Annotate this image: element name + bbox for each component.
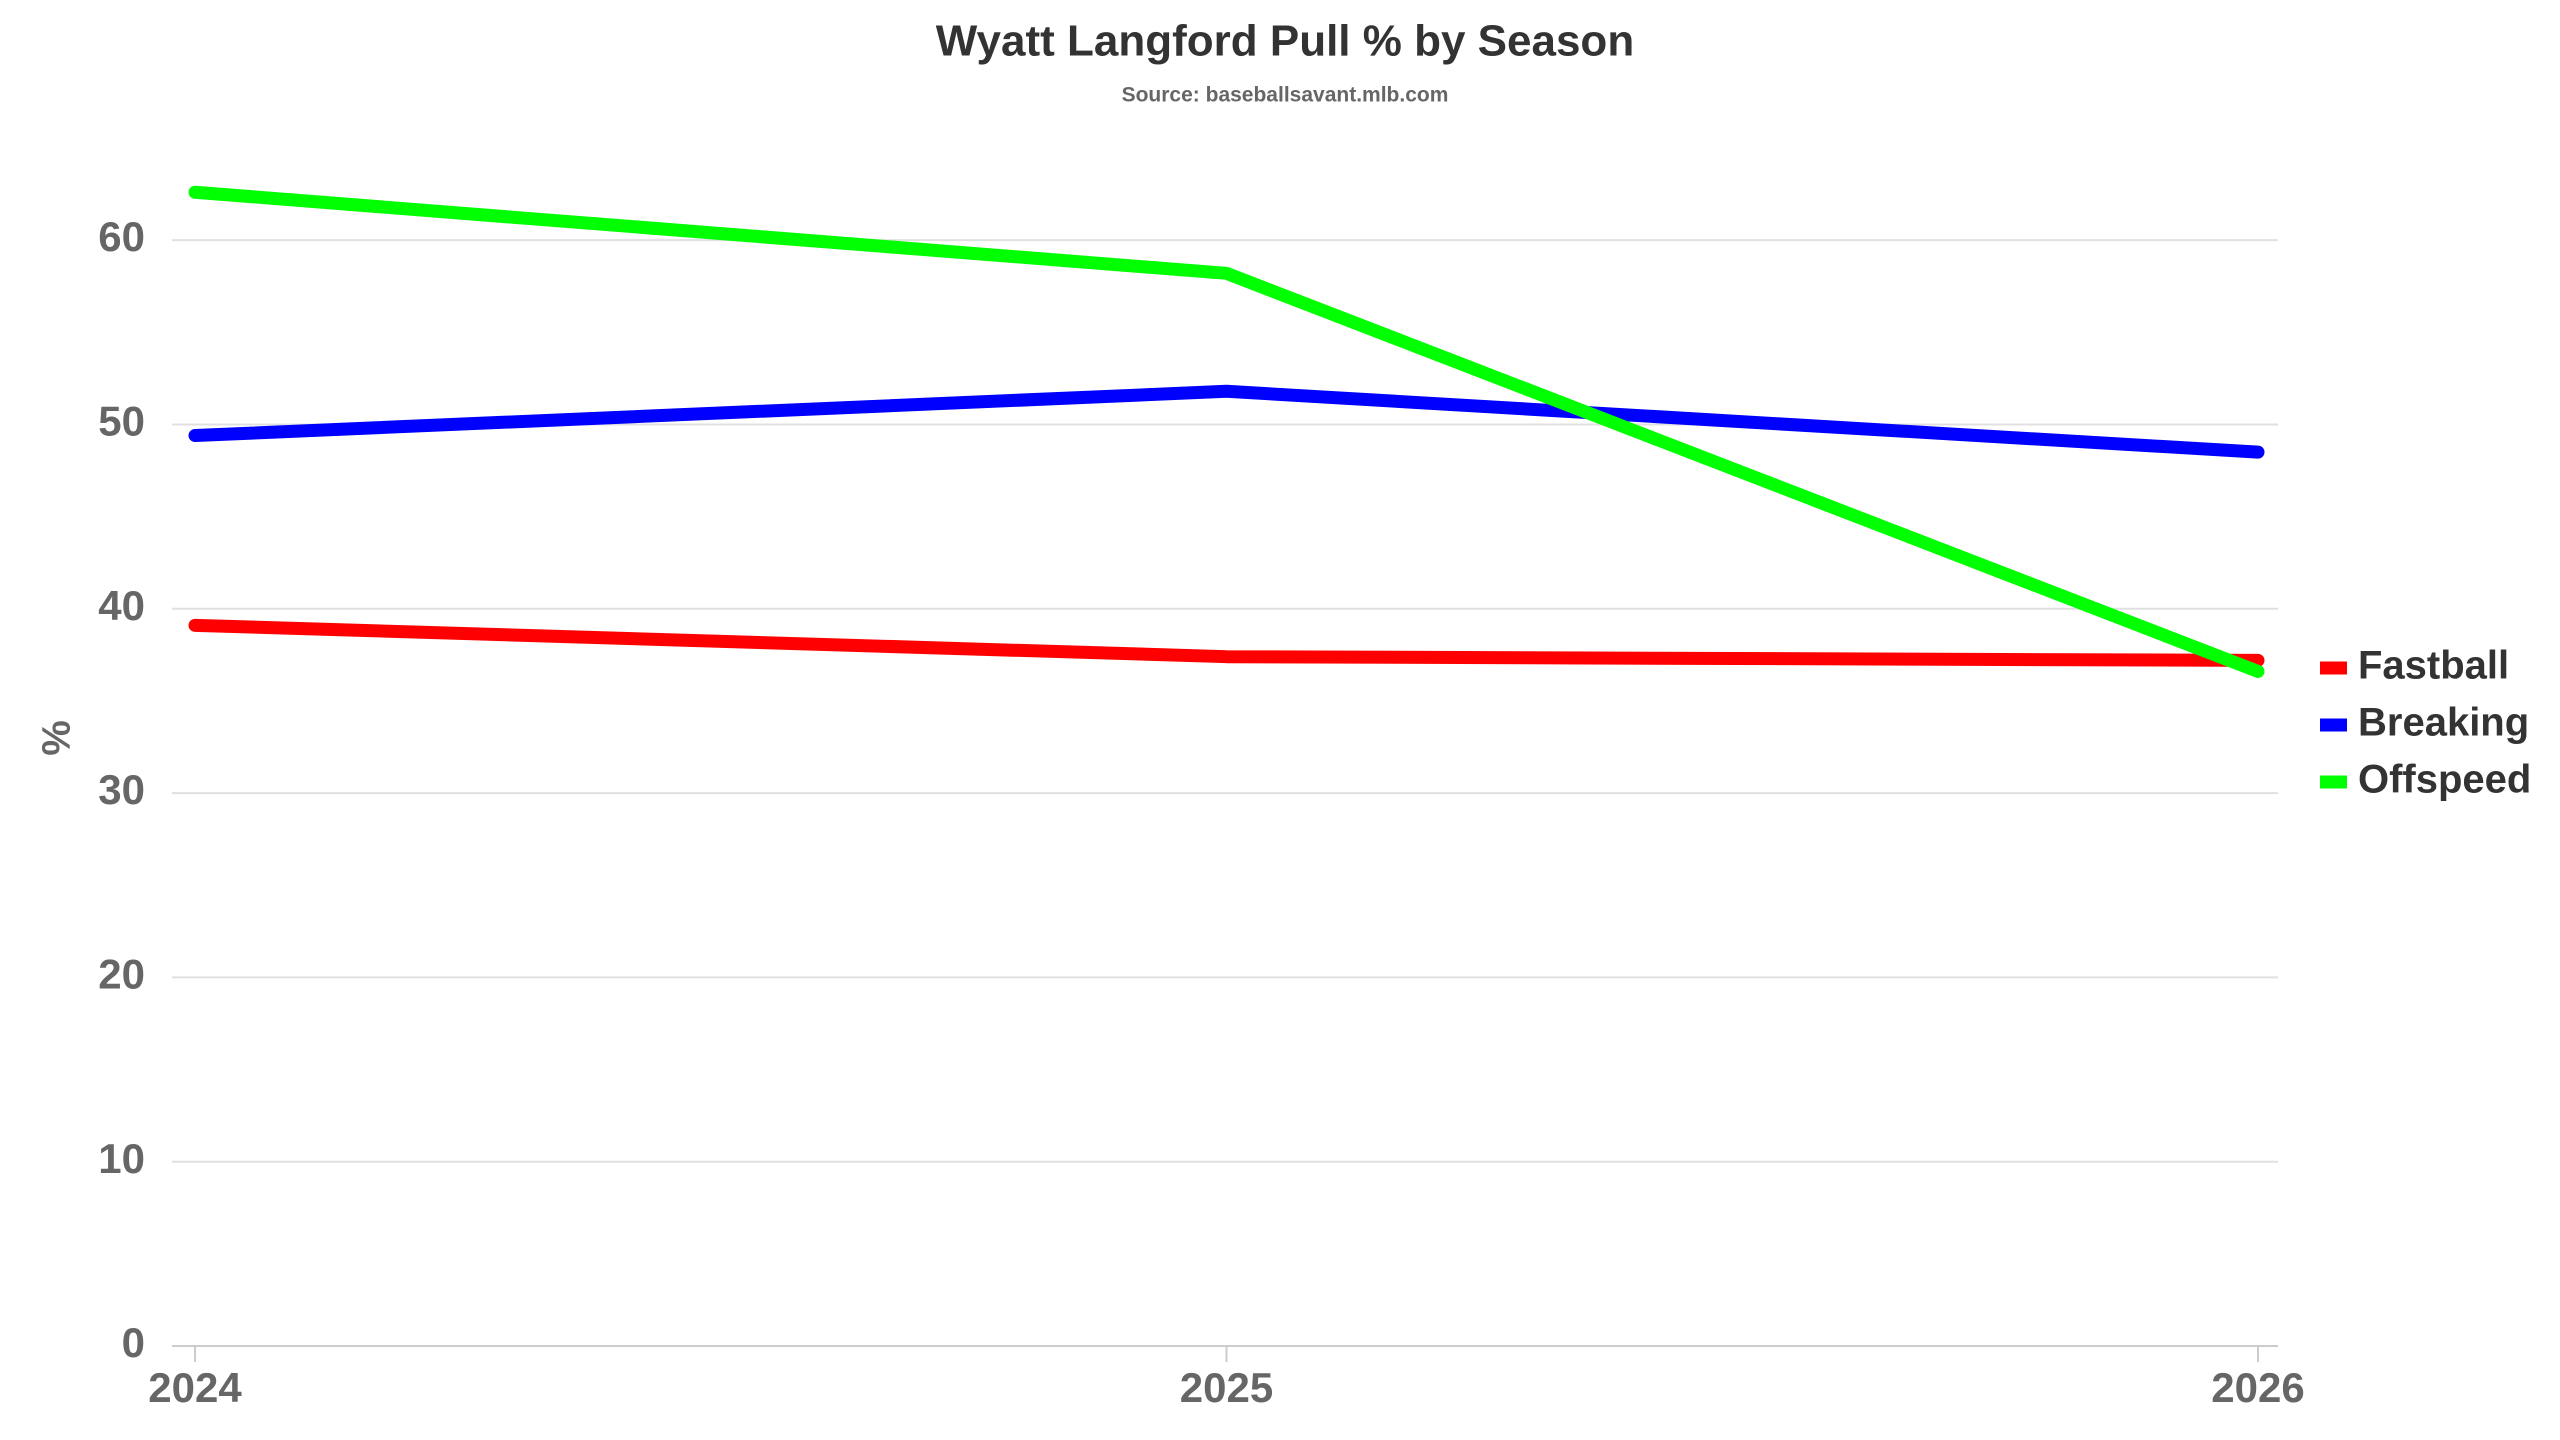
x-tick-label: 2025 xyxy=(1180,1364,1273,1411)
y-tick-label: 20 xyxy=(98,950,145,997)
legend-label: Breaking xyxy=(2358,701,2529,745)
legend-label: Fastball xyxy=(2358,644,2509,688)
chart-title: Wyatt Langford Pull % by Season xyxy=(936,17,1634,66)
chart-subtitle: Source: baseballsavant.mlb.com xyxy=(1122,84,1449,107)
y-axis-label: % xyxy=(35,720,79,756)
legend-label: Offspeed xyxy=(2358,758,2531,802)
series-line xyxy=(188,185,2265,678)
x-tick-label: 2024 xyxy=(148,1364,242,1411)
y-tick-label: 30 xyxy=(98,766,145,813)
y-tick-label: 50 xyxy=(98,398,145,445)
series-line xyxy=(188,618,2265,667)
y-tick-label: 0 xyxy=(122,1319,145,1366)
y-tick-label: 40 xyxy=(98,582,145,629)
series-line xyxy=(188,384,2265,459)
y-tick-label: 60 xyxy=(98,213,145,260)
y-tick-label: 10 xyxy=(98,1135,145,1182)
x-tick-label: 2026 xyxy=(2211,1364,2304,1411)
